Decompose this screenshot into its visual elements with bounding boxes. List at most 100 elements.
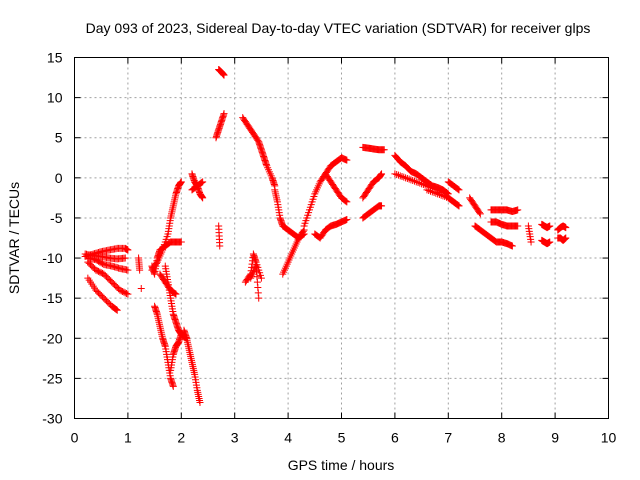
data-point xyxy=(437,191,445,199)
data-point xyxy=(409,177,417,185)
series-arc-16 xyxy=(188,178,207,194)
data-point xyxy=(171,289,179,297)
data-point xyxy=(475,209,483,217)
data-point xyxy=(453,185,461,193)
y-tick-label: 15 xyxy=(47,50,63,66)
data-point xyxy=(197,179,205,187)
series-arc-41 xyxy=(538,236,554,248)
data-point xyxy=(514,222,522,230)
data-point xyxy=(111,305,119,313)
data-point xyxy=(562,224,570,232)
x-tick-label: 1 xyxy=(124,430,132,446)
series-arc-06 xyxy=(135,254,144,274)
data-point xyxy=(378,202,386,210)
data-points xyxy=(81,66,570,406)
series-arc-36 xyxy=(471,222,516,250)
x-tick-label: 0 xyxy=(71,430,79,446)
data-point xyxy=(455,186,463,194)
data-point xyxy=(216,242,224,250)
data-point xyxy=(405,175,413,183)
x-tick-label: 7 xyxy=(444,430,452,446)
data-point xyxy=(455,202,463,210)
x-tick-labels: 0 1 2 3 4 5 6 7 8 9 10 xyxy=(71,430,617,446)
series-arc-17 xyxy=(212,110,228,142)
series-arc-25 xyxy=(300,154,351,230)
data-point xyxy=(393,170,401,178)
data-point xyxy=(562,234,570,242)
data-point xyxy=(396,172,404,180)
series-arc-12 xyxy=(167,330,185,374)
series-arc-28 xyxy=(359,143,388,154)
y-tick-label: -30 xyxy=(42,411,62,427)
data-point xyxy=(177,178,185,186)
data-point xyxy=(434,190,442,198)
series-arc-38 xyxy=(487,218,522,230)
series-arc-26 xyxy=(311,216,351,242)
axis-ticks xyxy=(74,57,609,419)
data-point xyxy=(343,156,351,164)
data-point xyxy=(514,206,522,214)
y-tick-label: 10 xyxy=(47,90,63,106)
x-axis-label: GPS time / hours xyxy=(288,457,395,473)
data-point xyxy=(414,179,422,187)
data-point xyxy=(421,181,429,189)
data-point xyxy=(255,294,263,302)
x-tick-label: 8 xyxy=(498,430,506,446)
data-point xyxy=(476,210,484,218)
data-point xyxy=(430,189,438,197)
data-point xyxy=(398,172,406,180)
data-point xyxy=(152,259,160,267)
y-axis-label: SDTVAR / TECUs xyxy=(6,182,22,294)
series-arc-19 xyxy=(215,222,224,250)
series-arc-42 xyxy=(554,222,570,234)
x-tick-label: 5 xyxy=(338,430,346,446)
data-point xyxy=(343,198,351,206)
series-arc-22 xyxy=(247,262,263,302)
data-point xyxy=(124,290,132,298)
series-arc-34 xyxy=(444,178,463,194)
data-point xyxy=(441,193,449,201)
data-point xyxy=(407,176,415,184)
series-arc-05 xyxy=(81,250,129,263)
data-point xyxy=(137,285,145,293)
series-arc-14 xyxy=(156,270,180,298)
data-point xyxy=(299,227,307,235)
series-arc-33 xyxy=(423,186,463,210)
data-point xyxy=(343,216,351,224)
data-point xyxy=(199,178,207,186)
data-point xyxy=(257,274,265,282)
data-point xyxy=(378,170,386,178)
data-point xyxy=(391,170,399,178)
data-point xyxy=(546,238,554,246)
chart-title: Day 093 of 2023, Sidereal Day-to-day VTE… xyxy=(86,20,591,36)
data-point xyxy=(527,238,535,246)
series-arc-30 xyxy=(359,202,386,222)
y-tick-label: 0 xyxy=(55,170,63,186)
data-point xyxy=(196,398,204,406)
data-point xyxy=(400,173,408,181)
data-point xyxy=(423,186,431,194)
series-arc-43 xyxy=(554,234,570,244)
series-arc-01 xyxy=(84,258,132,298)
data-point xyxy=(198,179,206,187)
data-point xyxy=(380,146,388,154)
series-arc-24 xyxy=(279,226,308,278)
data-point xyxy=(136,266,144,274)
data-point xyxy=(124,266,132,274)
data-point xyxy=(394,171,402,179)
data-point xyxy=(427,187,434,195)
y-tick-label: -5 xyxy=(50,210,63,226)
data-point xyxy=(121,254,129,262)
y-tick-label: -10 xyxy=(42,250,62,266)
data-point xyxy=(410,177,418,185)
x-tick-label: 10 xyxy=(601,430,617,446)
data-point xyxy=(199,194,207,202)
series-arc-09 xyxy=(148,178,185,274)
data-point xyxy=(439,192,447,200)
data-point xyxy=(177,238,185,246)
series-arc-27 xyxy=(321,170,351,206)
series-arc-35 xyxy=(466,194,484,218)
data-point xyxy=(342,197,350,205)
y-tick-label: -25 xyxy=(42,370,62,386)
